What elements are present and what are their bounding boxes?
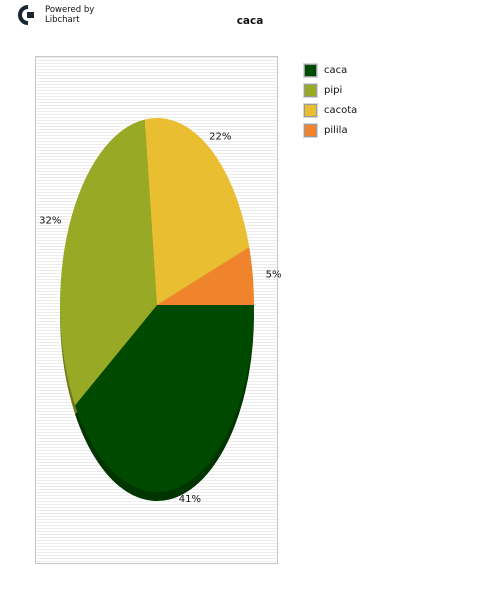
libchart-logo-icon: [16, 5, 38, 25]
legend-swatch-pipi: [303, 82, 318, 98]
legend-label-pipi: pipi: [324, 84, 343, 96]
legend-item-cacota: cacota: [303, 100, 358, 120]
logo-line-2: Libchart: [45, 15, 80, 25]
libchart-logo: Powered by Libchart: [16, 5, 94, 25]
pie-slice-pipi: [60, 119, 157, 406]
legend-swatch-caca: [303, 62, 318, 78]
data-label-cacota: 22%: [209, 131, 231, 142]
legend-swatch-cacota: [303, 102, 318, 118]
legend-item-pipi: pipi: [303, 80, 357, 100]
legend-label-pilila: pilila: [324, 124, 348, 136]
logo-line-1: Powered by: [45, 5, 95, 15]
legend: caca pipi cacota pilila: [303, 60, 358, 140]
legend-label-caca: caca: [324, 64, 348, 76]
pie-slice-cacota: [144, 117, 250, 305]
legend-swatch-pilila: [303, 122, 318, 138]
data-label-caca: 41%: [179, 494, 201, 505]
data-label-pilila: 5%: [266, 270, 282, 281]
pie-slice-pilila: [157, 247, 254, 305]
data-label-pipi: 32%: [39, 215, 61, 226]
legend-item-caca: caca: [303, 60, 357, 80]
legend-label-cacota: cacota: [324, 104, 358, 116]
chart-title: caca: [236, 15, 264, 27]
pie-slice-caca: [75, 305, 254, 493]
legend-item-pilila: pilila: [303, 120, 357, 140]
